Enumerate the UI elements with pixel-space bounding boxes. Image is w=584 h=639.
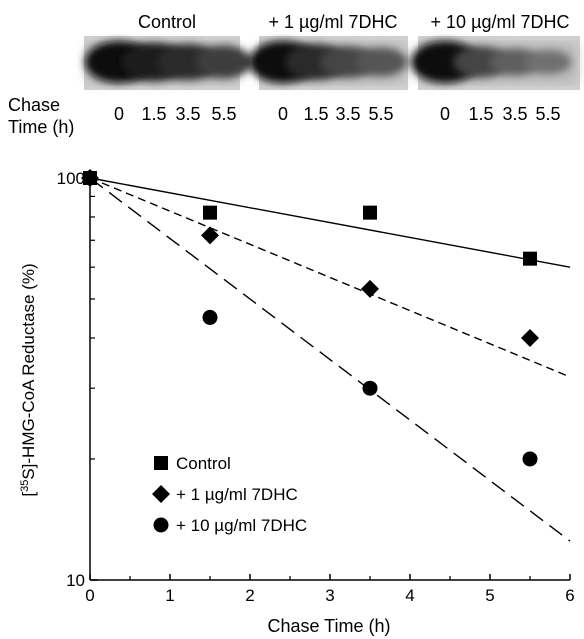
fit-line: [89, 177, 571, 542]
blot-band: [355, 47, 407, 77]
lane-time-label: 3.5: [502, 104, 527, 124]
blot-row-label-line1: Chase: [8, 95, 60, 115]
x-tick-label: 3: [325, 586, 334, 605]
blot-panel: [84, 36, 253, 90]
lane-time-label: 0: [278, 104, 288, 124]
blot-band: [195, 45, 253, 79]
lane-time-label: 3.5: [335, 104, 360, 124]
y-axis-label: [35S]-HMG-CoA Reductase (%): [19, 263, 38, 496]
blot-band: [524, 50, 572, 74]
lane-time-label: 1.5: [303, 104, 328, 124]
legend-label: + 10 µg/ml 7DHC: [176, 516, 307, 535]
x-tick-label: 5: [485, 586, 494, 605]
lane-time-label: 3.5: [175, 104, 200, 124]
x-axis-label: Chase Time (h): [267, 616, 390, 636]
legend-label: + 1 µg/ml 7DHC: [176, 485, 298, 504]
lane-time-label: 0: [440, 104, 450, 124]
blot-panel: [411, 36, 580, 90]
y-ticks: 100 10: [57, 169, 98, 590]
lane-time-label: 0: [114, 104, 124, 124]
y-tick-label: 100: [57, 169, 85, 188]
legend-circle-icon: [153, 517, 169, 533]
diamond-data-point: [521, 328, 539, 347]
lane-time-label: 5.5: [368, 104, 393, 124]
blot-group-label-1ug: + 1 µg/ml 7DHC: [269, 12, 398, 32]
fit-line: [89, 177, 571, 268]
lane-time-label: 5.5: [211, 104, 236, 124]
x-tick-label: 1: [165, 586, 174, 605]
square-data-point: [203, 205, 217, 220]
lane-time-label: 1.5: [468, 104, 493, 124]
blot-panels: [84, 36, 580, 90]
x-tick-label: 0: [85, 586, 94, 605]
legend-diamond-icon: [152, 485, 170, 503]
lane-time-labels: 0 1.5 3.5 5.5 0 1.5 3.5 5.5 0 1.5 3.5 5.5: [114, 104, 561, 124]
square-data-point: [523, 251, 537, 266]
plot-area: 0 1 2 3 4 5 6 100 10: [57, 169, 575, 605]
blot-group-label-10ug: + 10 µg/ml 7DHC: [431, 12, 570, 32]
legend-label: Control: [176, 454, 231, 473]
x-tick-label: 6: [565, 586, 574, 605]
circle-data-point: [82, 170, 98, 186]
lane-time-label: 1.5: [141, 104, 166, 124]
blot-band: [453, 46, 509, 78]
legend-square-icon: [154, 456, 168, 470]
fit-line: [89, 177, 571, 378]
x-ticks: 0 1 2 3 4 5 6: [85, 574, 575, 605]
blot-band: [490, 48, 540, 76]
data-markers: [81, 169, 539, 467]
y-tick-label: 10: [66, 571, 85, 590]
x-tick-label: 2: [245, 586, 254, 605]
diamond-data-point: [201, 226, 219, 245]
blot-group-label-control: Control: [138, 12, 196, 32]
circle-data-point: [202, 309, 218, 325]
lane-time-label: 5.5: [535, 104, 560, 124]
square-data-point: [363, 205, 377, 220]
circle-data-point: [362, 380, 378, 396]
circle-data-point: [522, 451, 538, 467]
legend: Control + 1 µg/ml 7DHC + 10 µg/ml 7DHC: [152, 454, 307, 535]
diamond-data-point: [361, 279, 379, 298]
blot-panel: [249, 36, 408, 90]
fit-lines: [89, 177, 571, 542]
x-tick-label: 4: [405, 586, 414, 605]
blot-row-label-line2: Time (h): [8, 117, 74, 137]
